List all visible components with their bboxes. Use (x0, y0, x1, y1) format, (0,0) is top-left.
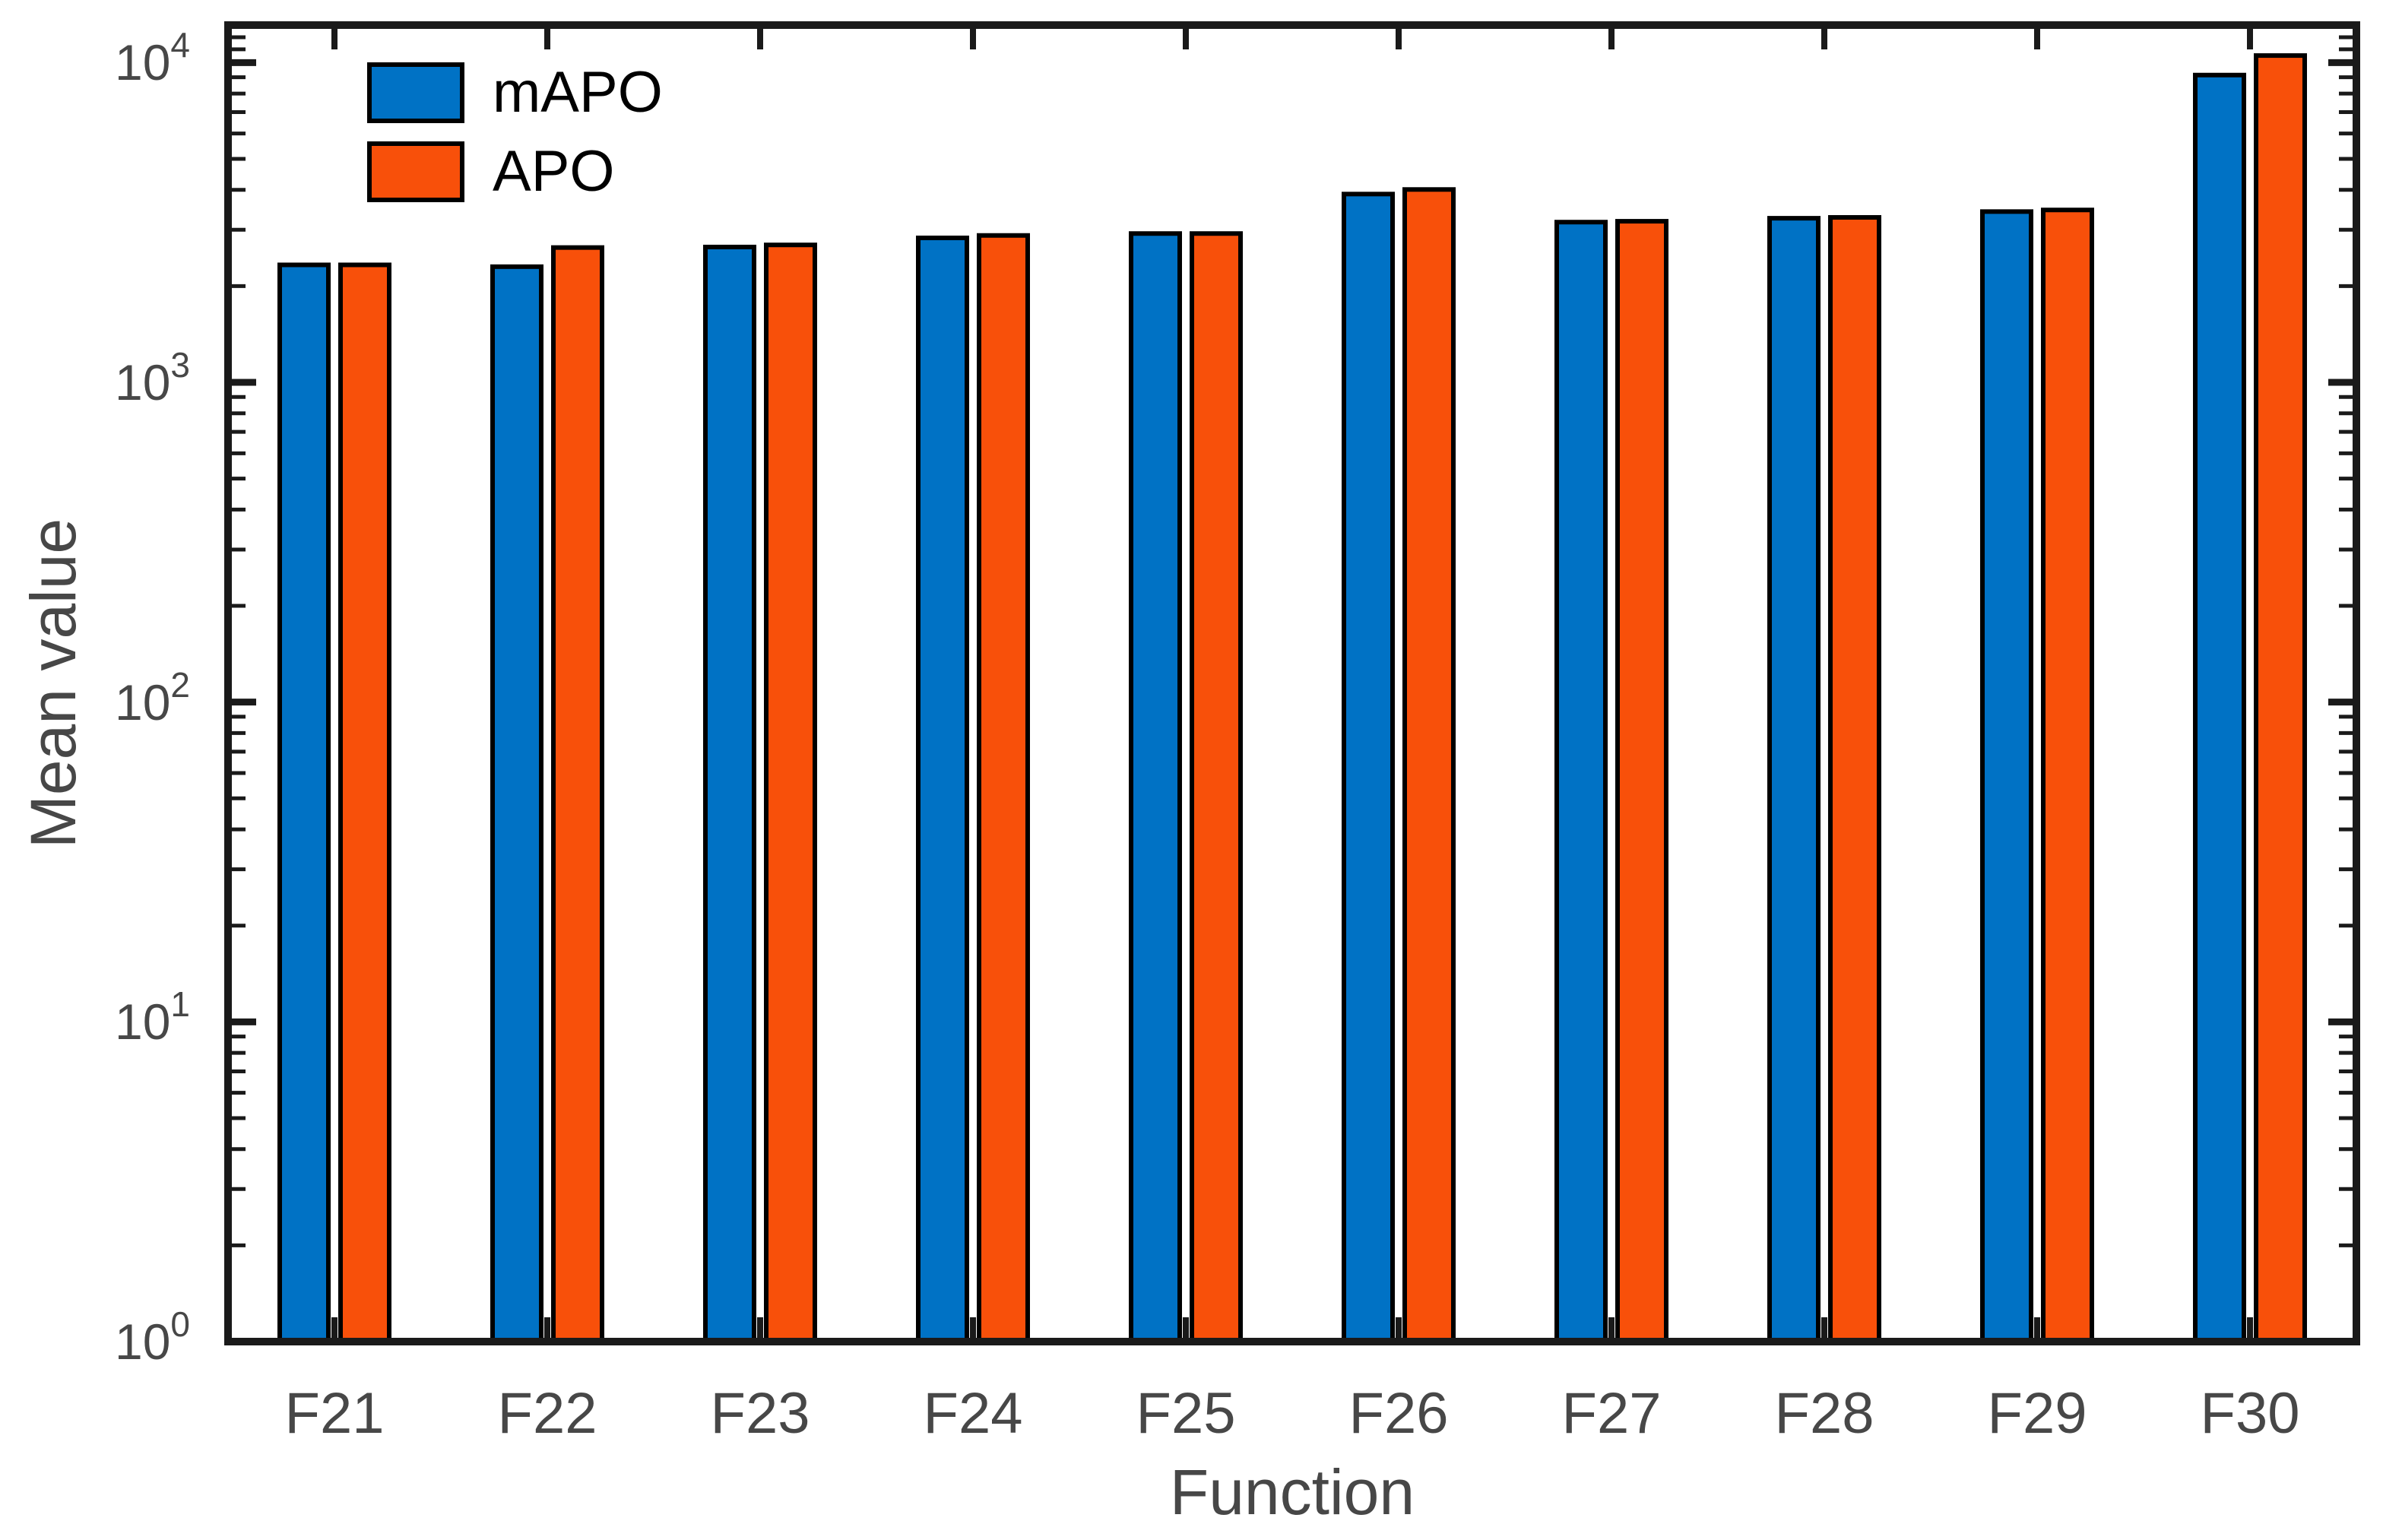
x-tick-label-F29: F29 (1987, 1381, 2087, 1446)
x-tick-label-F30: F30 (2200, 1381, 2300, 1446)
bar-F29-APO (2041, 208, 2094, 1344)
x-tick-label-F21: F21 (284, 1381, 385, 1446)
x-tick-label-F27: F27 (1561, 1381, 1662, 1446)
bar-F30-mAPO (2193, 72, 2246, 1344)
bar-F25-mAPO (1129, 231, 1182, 1345)
bar-F26-APO (1402, 187, 1456, 1344)
bar-F24-mAPO (916, 235, 969, 1344)
bar-F23-mAPO (703, 244, 756, 1344)
x-tick-label-F28: F28 (1774, 1381, 1874, 1446)
bar-F22-APO (551, 245, 604, 1344)
bar-F25-APO (1190, 231, 1243, 1345)
bar-F22-mAPO (490, 264, 543, 1345)
x-tick-label-F25: F25 (1136, 1381, 1236, 1446)
x-tick-label-F26: F26 (1348, 1381, 1449, 1446)
bar-F27-mAPO (1554, 220, 1608, 1344)
plot-frame (224, 21, 2360, 1345)
bar-F28-mAPO (1767, 216, 1821, 1344)
legend-label-mAPO: mAPO (493, 60, 663, 125)
bar-F24-APO (977, 233, 1030, 1344)
x-axis-title: Function (1169, 1456, 1415, 1528)
legend-swatch-mAPO (367, 62, 464, 123)
x-tick-label-F23: F23 (710, 1381, 810, 1446)
legend-label-APO: APO (493, 139, 615, 204)
y-tick-label-1e1: 101 (114, 984, 190, 1050)
bar-F27-APO (1615, 219, 1668, 1344)
y-tick-label-1e2: 102 (114, 664, 190, 730)
y-tick-label-1e4: 104 (114, 25, 190, 91)
legend-swatch-APO (367, 141, 464, 202)
x-tick-label-F24: F24 (923, 1381, 1023, 1446)
y-axis-title: Mean value (17, 518, 89, 849)
bar-F29-mAPO (1980, 209, 2033, 1345)
bar-F23-APO (764, 242, 817, 1344)
bar-F30-APO (2254, 53, 2307, 1344)
bar-F21-mAPO (277, 262, 331, 1345)
bar-F28-APO (1828, 214, 1881, 1344)
bar-F26-mAPO (1342, 192, 1395, 1344)
y-tick-label-1e0: 100 (114, 1304, 190, 1370)
y-tick-label-1e3: 103 (114, 344, 190, 410)
x-tick-label-F22: F22 (497, 1381, 597, 1446)
bar-F21-APO (338, 262, 391, 1345)
